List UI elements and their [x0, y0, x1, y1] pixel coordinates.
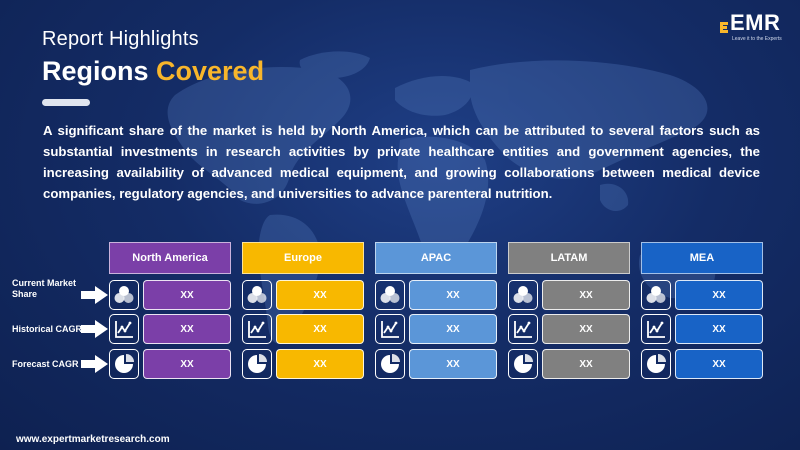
share-icon: [508, 280, 538, 310]
region-value-cell: XX: [542, 314, 630, 344]
pie-chart-icon: [508, 349, 538, 379]
region-header: North America: [109, 242, 231, 274]
logo-tagline: Leave it to the Experts: [732, 36, 782, 42]
page-title: Regions Covered: [42, 56, 264, 87]
region-header: MEA: [641, 242, 763, 274]
line-chart-icon: [641, 314, 671, 344]
row-label: Historical CAGR: [12, 324, 83, 334]
line-chart-icon: [109, 314, 139, 344]
region-value-cell: XX: [409, 280, 497, 310]
title-accent: Covered: [156, 56, 265, 86]
logo-name: EMR: [730, 10, 781, 35]
row-label: Current Market Share: [12, 278, 77, 299]
description-paragraph: A significant share of the market is hel…: [43, 123, 760, 201]
share-icon: [375, 280, 405, 310]
region-value-cell: XX: [675, 349, 763, 379]
share-icon: [109, 280, 139, 310]
row-label: Forecast CAGR: [12, 359, 79, 369]
pie-chart-icon: [641, 349, 671, 379]
line-chart-icon: [508, 314, 538, 344]
logo-mark-icon: [720, 22, 728, 33]
title-underline-bar: [42, 99, 90, 106]
line-chart-icon: [242, 314, 272, 344]
region-value-cell: XX: [675, 314, 763, 344]
title-main: Regions: [42, 56, 149, 86]
region-value-cell: XX: [276, 280, 364, 310]
share-icon: [242, 280, 272, 310]
pie-chart-icon: [242, 349, 272, 379]
region-value-cell: XX: [542, 349, 630, 379]
share-icon: [641, 280, 671, 310]
region-value-cell: XX: [409, 349, 497, 379]
region-header: Europe: [242, 242, 364, 274]
report-highlights-subtitle: Report Highlights: [42, 28, 199, 50]
line-chart-icon: [375, 314, 405, 344]
region-value-cell: XX: [276, 314, 364, 344]
region-value-cell: XX: [143, 280, 231, 310]
row-arrow-icon: [80, 353, 110, 375]
region-value-cell: XX: [143, 349, 231, 379]
region-header: APAC: [375, 242, 497, 274]
row-arrow-icon: [80, 284, 110, 306]
region-value-cell: XX: [143, 314, 231, 344]
region-value-cell: XX: [409, 314, 497, 344]
pie-chart-icon: [375, 349, 405, 379]
row-arrow-icon: [80, 318, 110, 340]
pie-chart-icon: [109, 349, 139, 379]
region-value-cell: XX: [542, 280, 630, 310]
region-value-cell: XX: [276, 349, 364, 379]
region-value-cell: XX: [675, 280, 763, 310]
region-header: LATAM: [508, 242, 630, 274]
emr-logo: EMR Leave it to the Experts: [718, 10, 788, 46]
footer-url[interactable]: www.expertmarketresearch.com: [16, 434, 170, 445]
